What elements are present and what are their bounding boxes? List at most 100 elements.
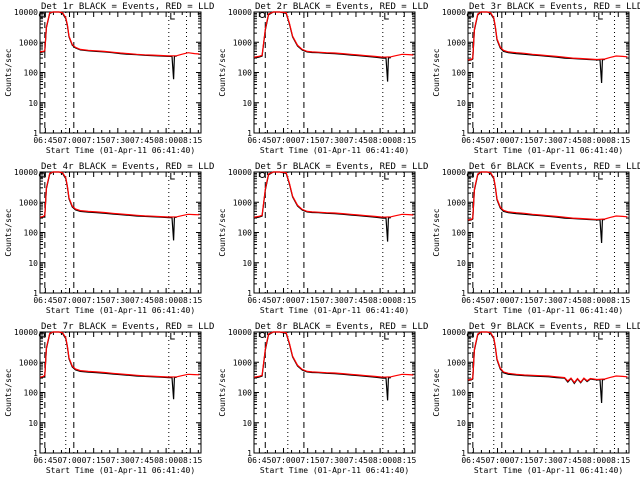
x-tick-label: 07:15 xyxy=(296,296,320,305)
x-tick-label: 07:00 xyxy=(485,136,509,145)
x-axis-label: Start Time (01-Apr-11 06:41:40) xyxy=(46,146,195,155)
y-tick-label: 100 xyxy=(238,69,253,78)
x-tick-label: 08:15 xyxy=(178,456,202,465)
y-tick-label: 10000 xyxy=(442,168,466,177)
x-tick-label: 07:15 xyxy=(296,136,320,145)
x-tick-label: 07:45 xyxy=(130,456,154,465)
x-tick-label: 08:15 xyxy=(606,456,630,465)
panel-title: Det 9r BLACK = Events, RED = LLD xyxy=(469,322,640,332)
start-marker-icon xyxy=(466,172,473,178)
series-lld xyxy=(253,331,414,378)
x-tick-label: 07:45 xyxy=(558,136,582,145)
y-tick-label: 10000 xyxy=(228,8,252,17)
x-tick-label: 07:45 xyxy=(130,136,154,145)
x-tick-label: 06:45 xyxy=(461,136,485,145)
x-tick-label: 06:45 xyxy=(247,456,271,465)
x-tick-label: 06:45 xyxy=(461,296,485,305)
y-tick-label: 1 xyxy=(247,129,252,138)
series-lld xyxy=(467,171,628,221)
y-tick-label: 1 xyxy=(461,129,466,138)
plot-frame xyxy=(39,331,202,454)
y-tick-label: 10 xyxy=(242,99,252,108)
plot-frame xyxy=(39,11,202,134)
x-tick-label: 07:30 xyxy=(106,296,130,305)
det-panel-1: Det 1r BLACK = Events, RED = LLD 1 10 100 10… xyxy=(4,2,214,155)
x-tick-label: 07:45 xyxy=(344,296,368,305)
y-tick-label: 1 xyxy=(33,129,38,138)
y-tick-label: 100 xyxy=(24,389,39,398)
det-panel-9: Det 9r BLACK = Events, RED = LLD 1 10 100 10… xyxy=(432,322,640,475)
x-tick-label: 07:00 xyxy=(57,136,81,145)
y-tick-label: 10 xyxy=(242,259,252,268)
x-tick-label: 08:00 xyxy=(154,456,178,465)
x-tick-label: 07:30 xyxy=(320,136,344,145)
start-marker-icon xyxy=(38,332,45,338)
end-marker-icon xyxy=(598,173,603,180)
y-tick-label: 10 xyxy=(28,259,38,268)
x-axis-label: Start Time (01-Apr-11 06:41:40) xyxy=(46,466,195,475)
series-events xyxy=(253,331,391,401)
x-tick-label: 06:45 xyxy=(33,456,57,465)
x-tick-label: 06:45 xyxy=(461,456,485,465)
series-events xyxy=(39,171,177,241)
x-tick-label: 07:00 xyxy=(485,296,509,305)
x-tick-label: 07:45 xyxy=(558,456,582,465)
y-tick-label: 10000 xyxy=(442,328,466,337)
det-panel-6: Det 6r BLACK = Events, RED = LLD 1 10 100 10… xyxy=(432,162,640,315)
y-tick-label: 10 xyxy=(456,99,466,108)
start-marker-icon xyxy=(38,12,45,18)
det-panel-3: Det 3r BLACK = Events, RED = LLD 1 10 100 10… xyxy=(432,2,640,155)
series-events xyxy=(467,11,605,84)
x-tick-label: 08:00 xyxy=(154,296,178,305)
end-marker-icon xyxy=(384,13,389,20)
y-tick-label: 1000 xyxy=(19,198,38,207)
end-marker-icon xyxy=(598,333,603,340)
y-tick-label: 1 xyxy=(247,289,252,298)
x-tick-label: 07:00 xyxy=(57,456,81,465)
start-marker-icon xyxy=(259,172,266,178)
plot-frame xyxy=(253,11,416,134)
x-tick-label: 08:00 xyxy=(582,296,606,305)
plot-frame xyxy=(467,11,630,134)
panel-title: Det 1r BLACK = Events, RED = LLD xyxy=(41,2,214,12)
y-tick-label: 10 xyxy=(28,419,38,428)
y-tick-label: 1000 xyxy=(19,358,38,367)
y-tick-label: 10000 xyxy=(14,168,38,177)
y-tick-label: 10000 xyxy=(228,168,252,177)
x-tick-label: 06:45 xyxy=(247,296,271,305)
x-tick-label: 07:15 xyxy=(296,456,320,465)
x-tick-label: 07:30 xyxy=(534,136,558,145)
x-axis-label: Start Time (01-Apr-11 06:41:40) xyxy=(474,466,623,475)
det-panel-8: Det 8r BLACK = Events, RED = LLD 1 10 100 10… xyxy=(218,322,428,475)
x-tick-label: 07:45 xyxy=(558,296,582,305)
y-tick-label: 10 xyxy=(242,419,252,428)
y-axis-label: Counts/sec xyxy=(432,208,441,256)
y-axis-label: Counts/sec xyxy=(218,208,227,256)
x-tick-label: 08:15 xyxy=(178,136,202,145)
y-tick-label: 10000 xyxy=(442,8,466,17)
plot-frame xyxy=(39,171,202,294)
y-tick-label: 1000 xyxy=(447,358,466,367)
y-axis-label: Counts/sec xyxy=(432,48,441,96)
y-tick-label: 10 xyxy=(456,419,466,428)
x-tick-label: 07:45 xyxy=(344,456,368,465)
series-lld xyxy=(467,11,628,61)
y-axis-label: Counts/sec xyxy=(218,368,227,416)
y-tick-label: 100 xyxy=(238,389,253,398)
x-tick-label: 07:15 xyxy=(82,456,106,465)
series-events xyxy=(39,11,177,80)
start-marker-icon xyxy=(466,332,473,338)
x-axis-label: Start Time (01-Apr-11 06:41:40) xyxy=(474,306,623,315)
series-lld xyxy=(39,171,200,218)
det-panel-7: Det 7r BLACK = Events, RED = LLD 1 10 100 10… xyxy=(4,322,214,475)
panel-title: Det 4r BLACK = Events, RED = LLD xyxy=(41,162,214,172)
x-axis-label: Start Time (01-Apr-11 06:41:40) xyxy=(46,306,195,315)
plot-frame xyxy=(467,331,630,454)
y-tick-label: 1000 xyxy=(447,198,466,207)
x-tick-label: 07:15 xyxy=(510,296,534,305)
series-events xyxy=(253,171,391,242)
x-tick-label: 08:00 xyxy=(368,296,392,305)
x-axis-label: Start Time (01-Apr-11 06:41:40) xyxy=(260,306,409,315)
series-lld xyxy=(253,11,414,58)
